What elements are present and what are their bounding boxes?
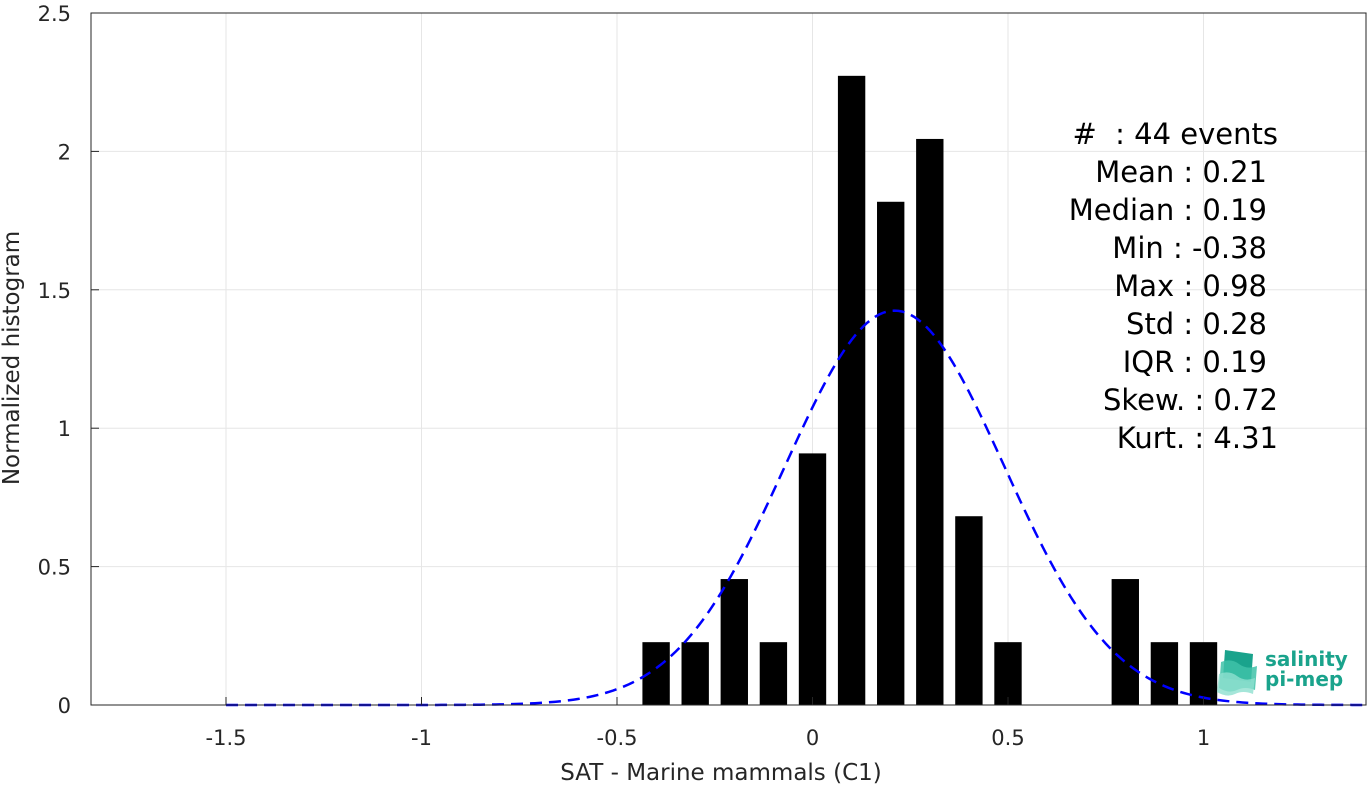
- histogram-bar: [759, 642, 788, 705]
- y-tick-label: 2: [58, 140, 71, 164]
- x-tick-label: -1.5: [206, 726, 247, 750]
- histogram-bar: [955, 516, 983, 705]
- histogram-bar: [837, 75, 866, 705]
- y-tick-label: 1.5: [38, 279, 71, 303]
- stat-line: IQR : 0.19: [1123, 345, 1267, 379]
- histogram-bar: [1111, 579, 1139, 705]
- logo-text-salinity: salinity: [1265, 647, 1348, 671]
- x-tick-label: 0: [806, 726, 819, 750]
- stat-line: Mean : 0.21: [1095, 155, 1267, 189]
- histogram-bar: [1150, 642, 1179, 705]
- x-axis-ticks: -1.5-1-0.500.511.5: [206, 697, 1210, 750]
- histogram-bar: [994, 642, 1022, 705]
- histogram-bar: [798, 453, 827, 705]
- histogram-bar: [1189, 642, 1218, 705]
- y-axis-title: Normalized histogram: [0, 231, 25, 485]
- histogram-bar: [681, 642, 709, 705]
- x-tick-label: 0.5: [991, 726, 1024, 750]
- stat-line: Median : 0.19: [1069, 193, 1267, 227]
- statistics-panel: # : 44 events Mean : 0.21 Median : 0.19 Min…: [1069, 117, 1278, 455]
- x-tick-label: 1: [1197, 726, 1210, 750]
- y-tick-label: 0: [58, 694, 71, 718]
- logo-text-pi-mep: pi-mep: [1265, 667, 1343, 691]
- x-tick-label: -0.5: [597, 726, 638, 750]
- histogram-bar: [720, 579, 748, 705]
- stat-line: # : 44 events: [1072, 117, 1278, 151]
- stat-line: Std : 0.28: [1126, 307, 1267, 341]
- y-tick-label: 2.5: [38, 2, 71, 26]
- y-axis-ticks: 0 0.5 1 1.5 2 2.5: [38, 2, 99, 718]
- y-tick-label: 1: [58, 417, 71, 441]
- stat-line: Max : 0.98: [1114, 269, 1267, 303]
- x-axis-title: SAT - Marine mammals (C1): [560, 760, 882, 785]
- stat-line: Min : -0.38: [1112, 231, 1267, 265]
- stat-line: Skew. : 0.72: [1103, 383, 1278, 417]
- y-tick-label: 0.5: [38, 556, 71, 580]
- salinity-pi-mep-logo: salinity pi-mep: [1217, 647, 1348, 696]
- plot-frame: [90, 12, 1367, 706]
- histogram-bar: [877, 201, 905, 706]
- x-tick-label: -1: [411, 726, 432, 750]
- stat-line: Kurt. : 4.31: [1117, 421, 1278, 455]
- histogram-bar: [916, 138, 944, 706]
